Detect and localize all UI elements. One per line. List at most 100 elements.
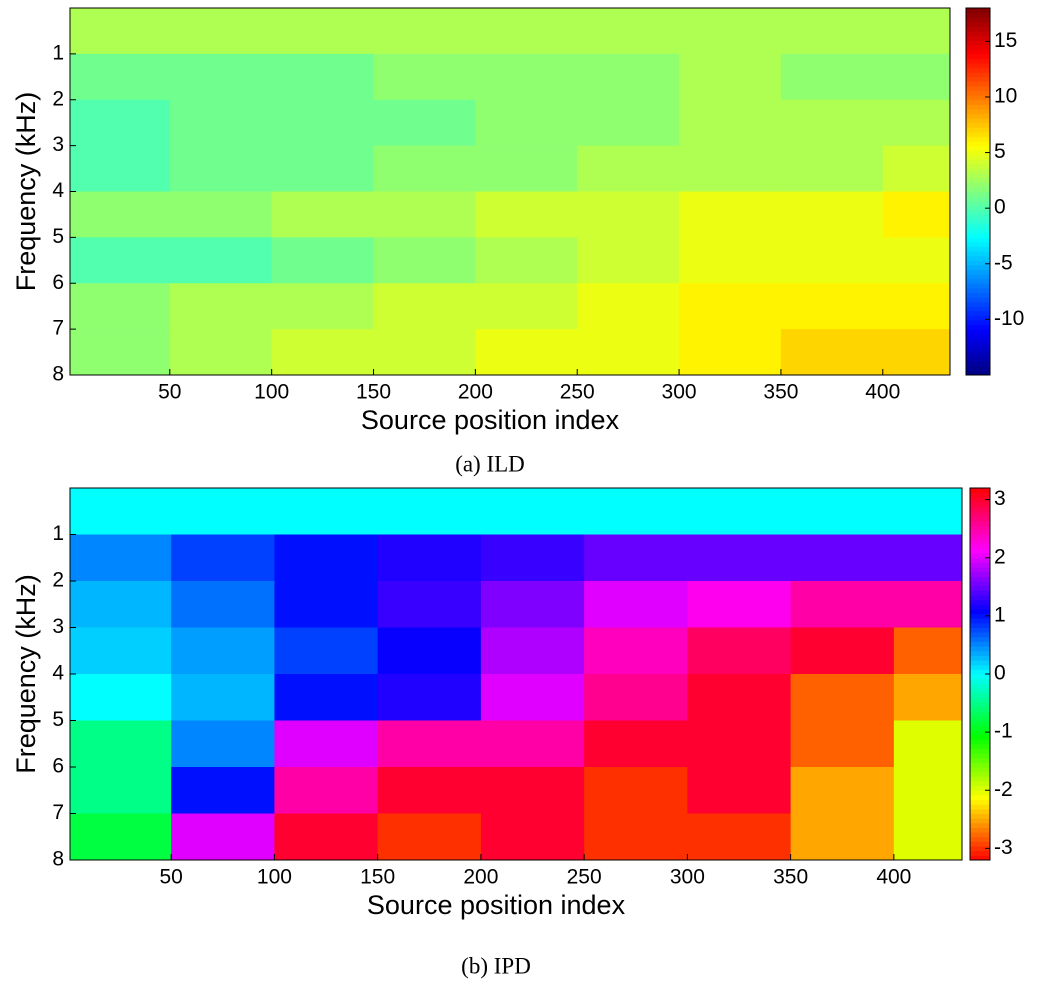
colorbar-step [966,319,990,326]
y-axis-label: Frequency (kHz) [11,92,41,292]
heatmap-cell [577,53,680,101]
heatmap-cell [882,99,950,147]
heatmap-cell [584,534,688,582]
colorbar-step [966,315,990,321]
y-tick-label: 2 [52,569,64,592]
colorbar-step [966,228,990,234]
colorbar-step [966,251,990,257]
colorbar-step [966,342,990,348]
heatmap-cell [271,237,375,284]
heatmap-cell [377,581,482,628]
heatmap-cell [679,145,782,192]
colorbar-step [970,855,990,861]
heatmap-cell [377,534,482,582]
heatmap-cell [70,237,171,284]
heatmap-cell [584,488,688,535]
heatmap-cell [790,627,895,675]
x-tick-label: 350 [773,866,808,889]
heatmap-cell [687,534,792,582]
y-tick-label: 7 [52,317,64,340]
colorbar-step [966,200,990,206]
colorbar-tick-label: -5 [994,251,1013,274]
colorbar-step [966,63,990,69]
colorbar-tick-label: 5 [994,140,1006,163]
colorbar-step [970,520,990,526]
colorbar-step [966,347,990,353]
colorbar-step [966,12,990,18]
heatmap-cell [373,283,476,330]
colorbar-step [970,557,990,563]
heatmap-cells [70,488,962,860]
heatmap-cell [679,329,782,375]
colorbar-step [966,76,990,82]
heatmap-cell [70,720,172,768]
heatmap-cell [893,813,962,860]
caption: (b) IPD [461,953,531,978]
heatmap-cell [70,581,172,628]
heatmap-cell [882,53,950,101]
colorbar-step [966,287,990,293]
colorbar-step [970,683,990,689]
colorbar-step [966,163,990,170]
colorbar-step [970,799,990,805]
colorbar-step [966,122,990,128]
colorbar-step [966,264,990,270]
heatmap-cell [480,767,585,814]
colorbar-step [966,58,990,64]
colorbar-step [966,40,990,46]
y-tick-label: 8 [52,363,64,386]
colorbar-step [966,136,990,142]
heatmap-cell [169,191,273,238]
colorbar-step [970,767,990,773]
colorbar-step [970,706,990,712]
colorbar-step [966,246,990,252]
colorbar-tick-label: 3 [994,487,1006,510]
heatmap-cell [679,99,782,147]
heatmap-cell [169,8,273,55]
heatmap-cell [687,720,792,768]
colorbar-step [970,636,990,642]
colorbar-step [970,729,990,735]
heatmap-cell [377,767,482,814]
colorbar-step [970,841,990,847]
colorbar-step [966,260,990,266]
x-tick-label: 250 [567,866,602,889]
colorbar-step [970,492,990,498]
colorbar-step [970,590,990,596]
heatmap-cell [169,145,273,192]
colorbar-step [966,182,990,188]
heatmap-cell [271,145,375,192]
colorbar-step [970,525,990,531]
colorbar-step [966,209,990,215]
colorbar-tick-label: -2 [994,778,1013,801]
colorbar-step [966,81,990,87]
colorbar-step [966,356,990,362]
heatmap-cell [377,720,482,768]
colorbar-frame [965,7,991,376]
colorbar-step [966,159,990,165]
heatmap-cell [373,99,476,147]
heatmap-cell [171,534,275,582]
colorbar-step [966,17,990,23]
colorbar-step [970,739,990,745]
colorbar-step [966,154,990,160]
x-axis-label: Source position index [367,890,626,920]
heatmap-cell [577,99,680,147]
colorbar-step [970,613,990,619]
heatmap-cell [70,767,172,814]
colorbar-step [966,113,990,119]
colorbar-step [970,780,990,787]
y-axis-label: Frequency (kHz) [11,574,41,774]
colorbar-step [970,678,990,684]
colorbar-step [970,553,990,559]
heatmap-cell [882,329,950,375]
colorbar-step [966,30,990,37]
heatmap-cell [882,237,950,284]
heatmap-cell [271,53,375,101]
colorbar-tick-label: -3 [994,836,1013,859]
heatmap-cell [687,581,792,628]
colorbar-step [966,49,990,55]
heatmap-cell [480,674,585,721]
heatmap-cell [171,488,275,535]
colorbar-step [966,177,990,183]
